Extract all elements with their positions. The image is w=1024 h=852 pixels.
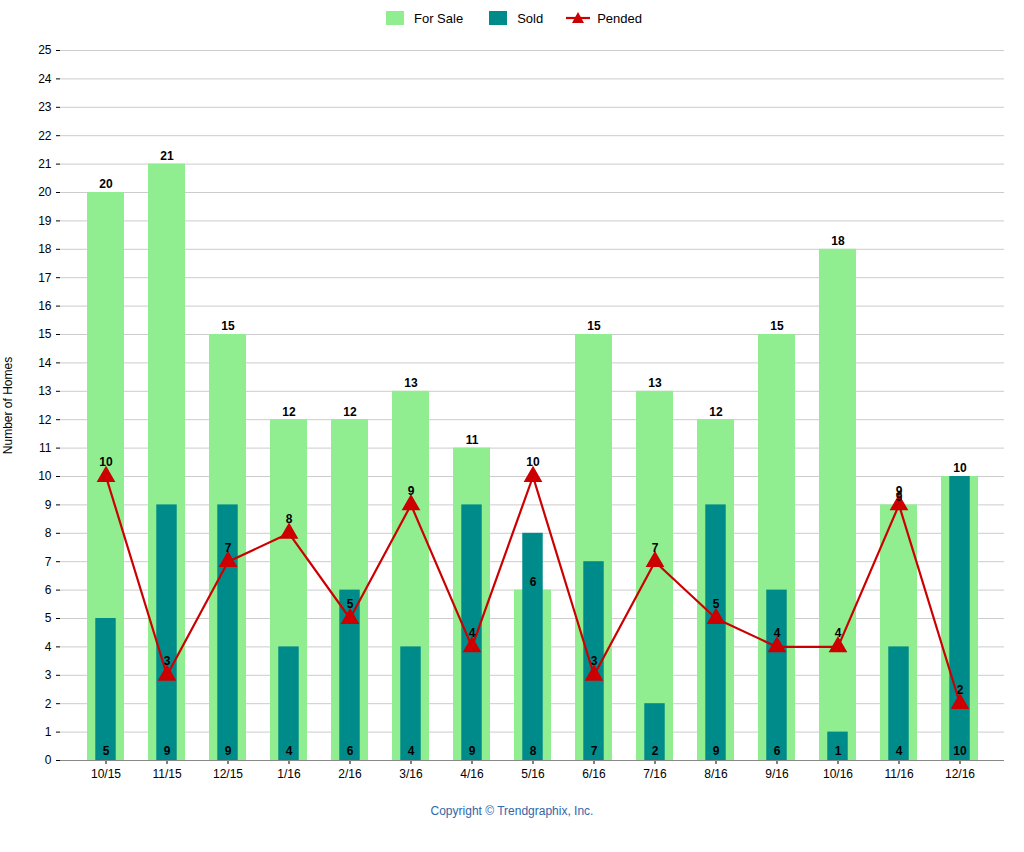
- svg-text:11: 11: [466, 433, 479, 447]
- html-text:For Sale: For Sale: [414, 10, 464, 26]
- svg-text:3: 3: [164, 654, 171, 668]
- svg-text:20: 20: [38, 185, 52, 199]
- svg-text:1: 1: [45, 725, 52, 739]
- svg-text:2: 2: [652, 744, 659, 758]
- svg-text:9: 9: [45, 498, 52, 512]
- svg-text:15: 15: [221, 319, 235, 333]
- svg-text:15: 15: [587, 319, 601, 333]
- svg-text:5: 5: [347, 597, 354, 611]
- svg-text:10: 10: [99, 455, 113, 469]
- svg-text:12: 12: [38, 413, 52, 427]
- svg-text:7: 7: [225, 541, 232, 555]
- svg-text:5: 5: [103, 744, 110, 758]
- svg-text:18: 18: [38, 242, 52, 256]
- svg-text:5: 5: [713, 597, 720, 611]
- svg-text:16: 16: [38, 299, 52, 313]
- svg-text:7: 7: [45, 555, 52, 569]
- svg-text:0: 0: [45, 753, 52, 767]
- svg-text:9: 9: [164, 744, 171, 758]
- svg-text:12: 12: [709, 405, 723, 419]
- svg-text:2: 2: [957, 683, 964, 697]
- svg-text:10/15: 10/15: [91, 767, 121, 781]
- svg-text:6/16: 6/16: [582, 767, 606, 781]
- svg-text:4: 4: [835, 626, 842, 640]
- svg-text:25: 25: [38, 43, 52, 57]
- svg-text:3: 3: [591, 654, 598, 668]
- html-text:Copyright © Trendgraphix, Inc.: Copyright © Trendgraphix, Inc.: [430, 804, 594, 818]
- svg-text:3: 3: [45, 668, 52, 682]
- svg-text:12: 12: [343, 405, 357, 419]
- svg-text:9: 9: [713, 744, 720, 758]
- svg-text:13: 13: [404, 376, 418, 390]
- svg-text:10: 10: [526, 455, 540, 469]
- svg-text:11/15: 11/15: [152, 767, 181, 781]
- svg-text:24: 24: [38, 72, 52, 86]
- svg-text:4: 4: [774, 626, 781, 640]
- svg-text:23: 23: [38, 100, 52, 114]
- svg-text:4: 4: [896, 744, 903, 758]
- svg-text:9: 9: [469, 744, 476, 758]
- svg-text:12/15: 12/15: [213, 767, 243, 781]
- svg-text:6: 6: [45, 583, 52, 597]
- svg-text:8: 8: [45, 526, 52, 540]
- svg-text:2: 2: [45, 697, 52, 711]
- svg-text:7/16: 7/16: [643, 767, 667, 781]
- svg-text:6: 6: [530, 575, 537, 589]
- svg-text:12: 12: [282, 405, 296, 419]
- svg-text:14: 14: [38, 356, 52, 370]
- svg-text:9: 9: [896, 484, 903, 498]
- svg-text:15: 15: [38, 327, 52, 341]
- svg-text:9: 9: [225, 744, 232, 758]
- svg-text:5/16: 5/16: [521, 767, 545, 781]
- svg-text:13: 13: [648, 376, 662, 390]
- svg-text:8: 8: [286, 512, 293, 526]
- svg-text:10: 10: [953, 461, 967, 475]
- svg-text:10: 10: [953, 744, 967, 758]
- svg-text:8: 8: [530, 744, 537, 758]
- html-text:Pended: Pended: [597, 10, 642, 26]
- svg-text:7: 7: [652, 541, 659, 555]
- svg-text:11/16: 11/16: [884, 767, 913, 781]
- svg-text:1/16: 1/16: [277, 767, 301, 781]
- svg-text:6: 6: [774, 744, 781, 758]
- svg-text:4: 4: [286, 744, 293, 758]
- svg-text:4: 4: [408, 744, 415, 758]
- svg-text:21: 21: [38, 157, 52, 171]
- svg-text:1: 1: [835, 744, 842, 758]
- svg-text:17: 17: [38, 271, 52, 285]
- svg-text:10/16: 10/16: [823, 767, 853, 781]
- svg-text:3/16: 3/16: [399, 767, 423, 781]
- svg-text:2/16: 2/16: [338, 767, 362, 781]
- svg-text:21: 21: [160, 149, 174, 163]
- svg-text:8/16: 8/16: [704, 767, 728, 781]
- svg-text:22: 22: [38, 129, 52, 143]
- svg-text:12/16: 12/16: [945, 767, 975, 781]
- svg-text:5: 5: [45, 611, 52, 625]
- svg-text:7: 7: [591, 744, 598, 758]
- svg-text:20: 20: [99, 177, 113, 191]
- svg-text:18: 18: [831, 234, 845, 248]
- svg-text:13: 13: [38, 384, 52, 398]
- svg-text:6: 6: [347, 744, 354, 758]
- html-text:Sold: Sold: [517, 10, 544, 26]
- svg-text:10: 10: [38, 469, 52, 483]
- svg-text:11: 11: [39, 441, 52, 455]
- svg-text:4: 4: [45, 640, 52, 654]
- svg-text:9/16: 9/16: [765, 767, 789, 781]
- svg-text:Number of Homes: Number of Homes: [1, 357, 15, 454]
- svg-text:19: 19: [38, 214, 52, 228]
- svg-text:4: 4: [469, 626, 476, 640]
- svg-text:4/16: 4/16: [460, 767, 484, 781]
- svg-text:9: 9: [408, 484, 415, 498]
- svg-text:15: 15: [770, 319, 784, 333]
